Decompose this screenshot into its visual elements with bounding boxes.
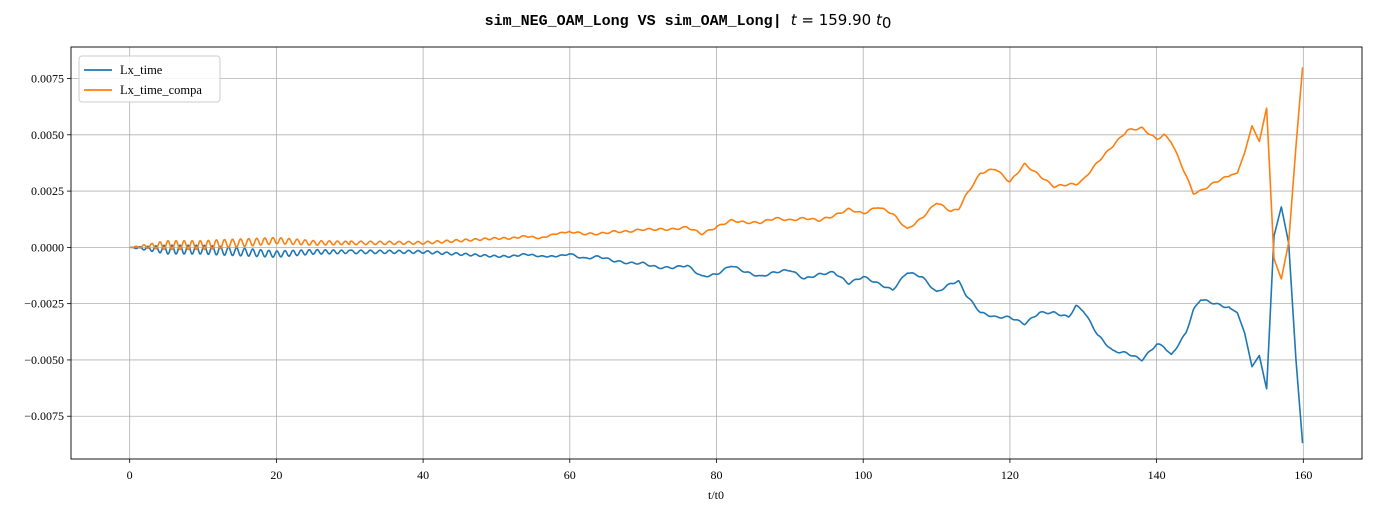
y-tick-label: 0.0050: [31, 128, 64, 142]
legend-entry-label: Lx_time_compa: [120, 83, 202, 97]
y-tick-label: −0.0075: [24, 409, 64, 423]
title-separator: |: [773, 13, 791, 30]
x-axis-label: t/t0: [708, 488, 724, 502]
title-t0-subscript: 0: [882, 14, 892, 32]
x-axis-ticks: 0 20 40 60 80 100 120 140 160: [127, 459, 1312, 482]
x-tick-label: 0: [127, 468, 133, 482]
title-t0-symbol: t: [876, 11, 883, 29]
legend: Lx_time Lx_time_compa: [78, 55, 221, 103]
y-tick-label: −0.0050: [24, 353, 64, 367]
x-tick-label: 40: [417, 468, 429, 482]
series-line-Lx_time: [129, 206, 1304, 444]
legend-entry-label: Lx_time: [120, 63, 163, 77]
title-vs: VS: [629, 13, 665, 30]
x-tick-label: 120: [1001, 468, 1019, 482]
legend-box: [78, 55, 221, 103]
x-tick-label: 60: [564, 468, 576, 482]
x-tick-label: 80: [711, 468, 723, 482]
series-line-Lx_time_compa: [129, 67, 1304, 280]
title-time-value: = 159.90: [797, 11, 876, 29]
x-tick-label: 160: [1294, 468, 1312, 482]
title-sim-b: sim_OAM_Long: [665, 13, 773, 30]
title-sim-a: sim_NEG_OAM_Long: [485, 13, 629, 30]
y-tick-label: 0.0025: [31, 184, 64, 198]
grid-lines: [71, 47, 1362, 459]
x-tick-label: 100: [854, 468, 872, 482]
title-t-symbol: t: [791, 11, 798, 29]
y-tick-label: 0.0000: [31, 240, 64, 254]
y-tick-label: 0.0075: [31, 72, 64, 86]
y-axis-ticks: −0.0075 −0.0050 −0.0025 0.0000 0.0025 0.0050 0…: [24, 72, 71, 423]
x-tick-label: 20: [270, 468, 282, 482]
chart-title: sim_NEG_OAM_Long VS sim_OAM_Long| t = 15…: [485, 11, 892, 32]
series-lines: [129, 67, 1304, 444]
y-tick-label: −0.0025: [24, 297, 64, 311]
x-tick-label: 140: [1148, 468, 1166, 482]
